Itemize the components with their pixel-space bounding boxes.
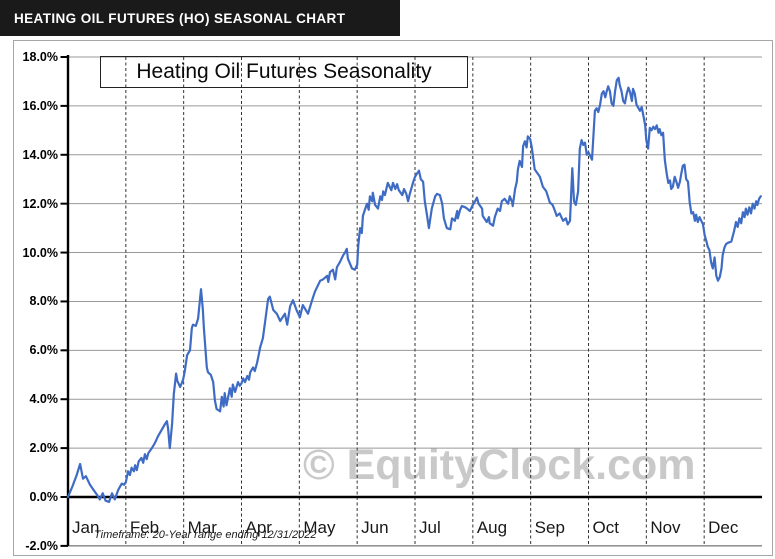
x-axis-month-label: May [303, 518, 336, 537]
page-header-bar: HEATING OIL FUTURES (HO) SEASONAL CHART [0, 0, 400, 36]
y-axis-tick-label: -2.0% [25, 538, 58, 553]
x-axis-month-label: Jun [361, 518, 389, 537]
x-axis-month-label: Aug [476, 518, 508, 537]
x-axis-month-label: Sep [534, 518, 565, 537]
watermark: © EquityClock.com [303, 441, 696, 489]
x-axis-month-label: Jan [72, 518, 100, 537]
timeframe-footnote: Timeframe: 20-Year range ending 12/31/20… [94, 529, 317, 541]
y-axis-tick-label: 0.0% [29, 490, 59, 504]
x-axis-month-label: Jul [419, 518, 441, 537]
x-axis-month-label: Nov [650, 518, 681, 537]
y-axis-tick-label: 8.0% [29, 294, 59, 309]
x-axis-month-label: Dec [708, 518, 739, 537]
y-axis-tick-label: 4.0% [29, 392, 59, 407]
y-axis-tick-label: 16.0% [22, 98, 58, 113]
x-axis-month-label: Mar [187, 518, 217, 537]
y-axis-tick-label: 14.0% [22, 147, 58, 162]
y-axis-tick-label: 6.0% [29, 343, 59, 358]
page-title: HEATING OIL FUTURES (HO) SEASONAL CHART [14, 10, 346, 26]
chart-title: Heating Oil Futures Seasonality [100, 56, 468, 88]
y-axis-tick-label: 18.0% [22, 50, 58, 64]
x-axis-month-label: Oct [592, 518, 619, 537]
y-axis-tick-label: 12.0% [22, 196, 58, 211]
x-axis-month-label: Feb [129, 518, 160, 537]
x-axis-month-label: Apr [245, 518, 272, 537]
y-axis-tick-label: 2.0% [29, 441, 59, 456]
seasonality-line [66, 76, 762, 503]
y-axis-tick-label: 10.0% [22, 245, 58, 260]
